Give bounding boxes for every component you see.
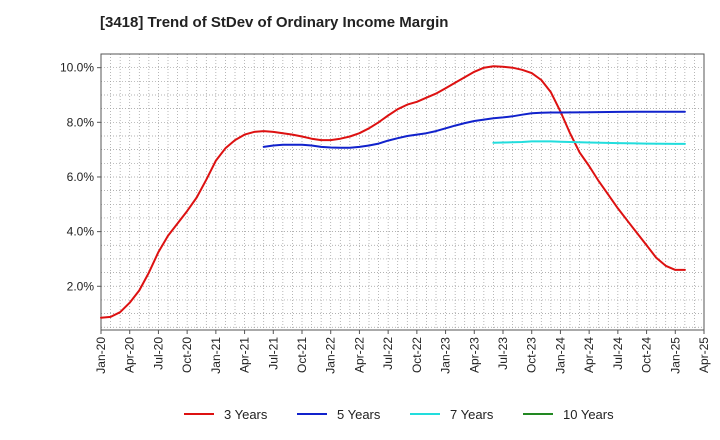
y-tick-label: 10.0% (60, 61, 94, 75)
y-tick-label: 2.0% (67, 279, 95, 293)
x-tick-label: Oct-23 (525, 337, 539, 373)
x-tick-label: Jan-22 (324, 337, 338, 374)
x-tick-label: Apr-24 (582, 337, 596, 373)
x-tick-label: Jan-24 (553, 337, 567, 374)
series-line-3 (492, 140, 686, 145)
x-tick-label: Jul-20 (151, 337, 165, 370)
y-tick-label: 4.0% (67, 225, 95, 239)
x-tick-label: Jan-20 (94, 337, 108, 374)
x-tick-label: Jul-24 (611, 337, 625, 370)
x-tick-label: Apr-21 (238, 337, 252, 373)
x-tick-label: Jul-21 (266, 337, 280, 370)
series-line-1 (100, 65, 686, 319)
x-tick-label: Apr-22 (352, 337, 366, 373)
x-tick-label: Jan-25 (668, 337, 682, 374)
legend-label-1: 3 Years (224, 407, 268, 422)
x-tick-label: Oct-24 (640, 337, 654, 373)
x-tick-label: Jul-22 (381, 337, 395, 370)
x-tick-label: Jan-21 (209, 337, 223, 374)
legend-label-2: 5 Years (337, 407, 381, 422)
legend-label-4: 10 Years (563, 407, 614, 422)
plot-border (100, 53, 705, 331)
series-line-2 (262, 110, 686, 149)
x-tick-label: Apr-23 (467, 337, 481, 373)
x-tick-label: Oct-22 (410, 337, 424, 373)
legend-label-3: 7 Years (450, 407, 494, 422)
x-tick-label: Jan-23 (439, 337, 453, 374)
x-tick-label: Apr-25 (697, 337, 711, 373)
x-tick-label: Oct-20 (180, 337, 194, 373)
chart-title: [3418] Trend of StDev of Ordinary Income… (100, 14, 449, 31)
x-tick-label: Oct-21 (295, 337, 309, 373)
x-tick-label: Apr-20 (123, 337, 137, 373)
plot-area (101, 54, 704, 330)
y-tick-label: 8.0% (67, 115, 95, 129)
y-tick-label: 6.0% (67, 170, 95, 184)
x-tick-label: Jul-23 (496, 337, 510, 370)
